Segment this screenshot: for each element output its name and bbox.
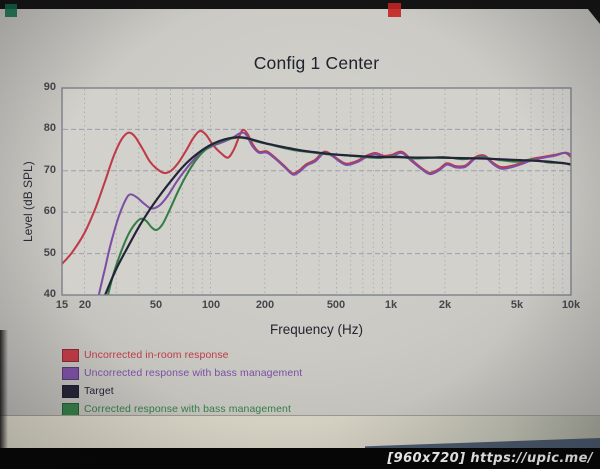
x-tick-label: 50: [149, 299, 163, 311]
y-tick-label: 70: [43, 164, 56, 176]
x-tick-label: 1k: [384, 299, 398, 311]
x-axis-title: Frequency (Hz): [269, 322, 364, 337]
legend-swatch: [62, 348, 79, 362]
y-tick-label: 90: [43, 81, 56, 93]
y-tick-label: 50: [43, 247, 56, 259]
legend-item: Corrected response with bass management: [62, 400, 302, 418]
legend-swatch: [62, 384, 79, 398]
x-tick-label: 15: [55, 299, 69, 311]
x-tick-label: 20: [78, 299, 92, 311]
photo-edge-shadow: [0, 330, 8, 448]
legend-item: Target: [62, 382, 302, 400]
chart-title: Config 1 Center: [253, 53, 380, 73]
x-tick-label: 2k: [438, 299, 452, 311]
red-square-artifact: [388, 3, 401, 17]
y-tick-label: 60: [43, 205, 56, 217]
plot-area: [62, 88, 571, 295]
plot-frame: [61, 87, 572, 296]
series-curve: [97, 131, 571, 295]
legend-label: Corrected response with bass management: [84, 403, 292, 415]
legend-swatch: [62, 366, 79, 380]
x-tick-label: 10k: [561, 299, 581, 311]
chart-legend: Uncorrected in-room response Uncorrected …: [62, 346, 302, 418]
series-curve: [104, 136, 571, 295]
y-tick-label: 40: [43, 288, 56, 300]
x-tick-label: 200: [255, 299, 275, 311]
x-tick-label: 500: [326, 299, 346, 311]
legend-label: Uncorrected in-room response: [84, 349, 229, 361]
legend-item: Uncorrected response with bass managemen…: [62, 364, 302, 382]
watermark-text: [960x720] https://upic.me/: [387, 451, 593, 466]
photo-top-border: [0, 0, 600, 9]
x-tick-label: 100: [201, 299, 221, 311]
green-square-artifact: [5, 4, 17, 17]
watermark-bar: [960x720] https://upic.me/: [0, 448, 600, 469]
legend-label: Target: [84, 385, 114, 397]
legend-label: Uncorrected response with bass managemen…: [84, 367, 303, 379]
x-tick-label: 5k: [510, 299, 524, 311]
y-tick-label: 80: [43, 122, 56, 134]
legend-item: Uncorrected in-room response: [62, 346, 302, 364]
desk-edge: [365, 438, 600, 450]
